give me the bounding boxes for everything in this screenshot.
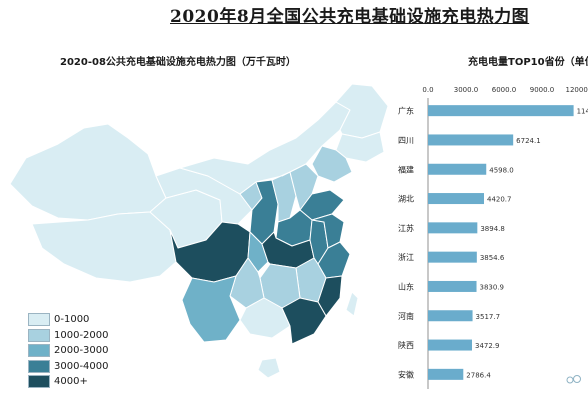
category-label: 福建 [398,164,414,174]
top10-bar-chart: 0.0 3000.0 6000.0 9000.0 12000.0 广东 11495 四川 672… [398,86,588,389]
bar [428,193,484,205]
legend-label: 2000-3000 [54,345,109,357]
legend-label: 0-1000 [54,314,90,326]
map-region-tibet [31,211,177,283]
value-label: 3854.6 [480,254,505,262]
value-label: 3517.7 [476,313,501,321]
bar-chart-title: 充电电量TOP10省份（单位 [468,57,588,68]
legend-swatch [28,359,50,373]
legend-item: 3000-4000 [28,359,109,375]
map-region-hainan [257,357,281,379]
map-region-guangxi [239,297,291,339]
legend-item: 1000-2000 [28,328,109,344]
bar [428,163,487,175]
map-region-taiwan [345,291,359,317]
category-label: 安徽 [398,369,414,379]
category-label: 山东 [398,281,414,291]
bar [428,105,574,117]
value-label: 4420.7 [487,196,512,204]
bar [428,134,514,146]
bar [428,368,464,380]
category-label: 陕西 [398,340,414,350]
bar [428,339,472,351]
legend-label: 1000-2000 [54,329,109,341]
category-label: 湖北 [398,195,414,204]
category-label: 广东 [398,106,414,116]
value-label: 6724.1 [516,137,541,145]
map-region-yunnan [181,275,241,343]
legend-swatch [28,344,50,358]
value-label: 4598.0 [489,166,514,174]
category-label: 河南 [398,311,414,321]
x-tick-label: 6000.0 [492,86,517,94]
map-region-xinjiang [9,123,167,221]
x-tick-label: 0.0 [422,86,433,94]
value-label: 11495 [577,108,588,116]
map-region-liaoning [311,145,353,183]
china-heat-map [9,83,389,379]
bar [428,280,477,292]
legend-swatch [28,328,50,342]
map-legend: 0-1000 1000-2000 2000-3000 3000-4000 400… [28,312,109,390]
legend-item: 2000-3000 [28,343,109,359]
legend-swatch [28,313,50,327]
category-label: 浙江 [398,252,414,262]
x-tick-label: 3000.0 [454,86,479,94]
map-region-guangdong [281,297,327,345]
main-title: 2020年8月全国公共充电基础设施充电热力图 [170,7,530,27]
value-label: 3894.8 [480,225,505,233]
bar [428,251,477,263]
x-tick-label: 12000.0 [566,86,588,94]
bar [428,310,473,322]
legend-item: 4000+ [28,374,109,390]
legend-label: 4000+ [54,376,88,388]
map-region-guizhou [229,257,265,309]
map-title: 2020-08公共充电基础设施充电热力图（万千瓦时） [60,57,296,68]
category-label: 江苏 [398,223,414,233]
legend-swatch [28,375,50,389]
value-label: 3472.9 [475,342,500,350]
watermark-logo [566,375,581,384]
value-label: 2786.4 [466,371,491,379]
bar [428,222,478,234]
legend-item: 0-1000 [28,312,109,328]
legend-label: 3000-4000 [54,360,109,372]
x-tick-label: 9000.0 [530,86,555,94]
value-label: 3830.9 [480,283,505,291]
category-label: 四川 [398,136,414,145]
